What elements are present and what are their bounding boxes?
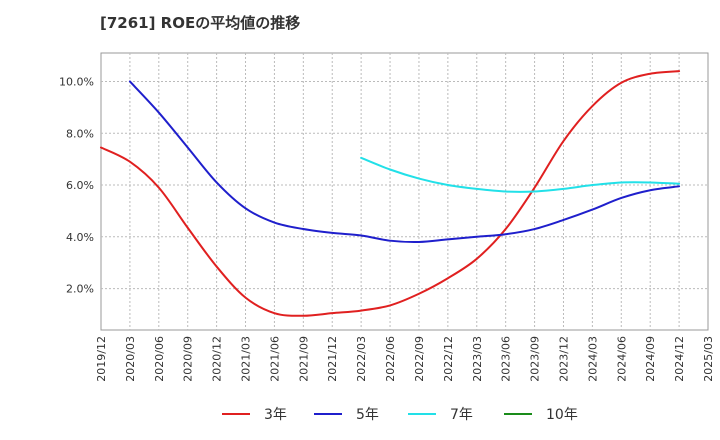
x-tick-label: 2020/03: [124, 336, 137, 382]
legend-label: 5年: [356, 407, 379, 423]
y-tick-label: 8.0%: [66, 127, 94, 140]
y-tick-label: 10.0%: [59, 75, 94, 88]
y-tick-label: 2.0%: [66, 283, 94, 296]
x-tick-label: 2024/03: [586, 336, 599, 382]
x-tick-label: 2021/12: [326, 336, 339, 382]
x-tick-label: 2023/12: [557, 336, 570, 382]
x-tick-label: 2024/12: [673, 336, 686, 382]
x-tick-label: 2025/03: [702, 336, 715, 382]
grid-lines: [101, 53, 708, 330]
x-axis: 2019/12 2020/03 2020/06 2020/09 2020/12 2021/…: [95, 336, 715, 382]
series-line-1: [100, 70, 681, 317]
y-tick-label: 4.0%: [66, 231, 94, 244]
y-tick-label: 6.0%: [66, 179, 94, 192]
legend: 3年 5年 7年 10年: [222, 407, 578, 423]
x-tick-label: 2019/12: [95, 336, 108, 382]
series-line-3: [360, 156, 681, 193]
x-tick-label: 2022/03: [355, 336, 368, 382]
x-tick-label: 2024/06: [615, 336, 628, 382]
y-axis: 2.0% 4.0% 6.0% 8.0% 10.0%: [59, 75, 94, 295]
x-tick-label: 2021/03: [240, 336, 253, 382]
x-tick-label: 2024/09: [644, 336, 657, 382]
x-tick-label: 2020/06: [153, 336, 166, 382]
x-tick-label: 2023/09: [529, 336, 542, 382]
x-tick-label: 2022/09: [413, 336, 426, 382]
legend-label: 7年: [450, 407, 473, 423]
x-tick-label: 2022/12: [442, 336, 455, 382]
x-tick-label: 2020/12: [211, 336, 224, 382]
legend-label: 3年: [264, 407, 287, 423]
x-tick-label: 2022/06: [384, 336, 397, 382]
x-tick-label: 2020/09: [182, 336, 195, 382]
x-tick-label: 2021/06: [268, 336, 281, 382]
x-tick-label: 2021/09: [297, 336, 310, 382]
series-lines: [100, 70, 681, 317]
legend-label: 10年: [546, 407, 578, 423]
x-tick-label: 2023/06: [500, 336, 513, 382]
x-tick-label: 2023/03: [471, 336, 484, 382]
series-line-2: [128, 80, 681, 244]
chart-title: [7261] ROEの平均値の推移: [100, 14, 301, 32]
plot-area: [100, 52, 709, 331]
